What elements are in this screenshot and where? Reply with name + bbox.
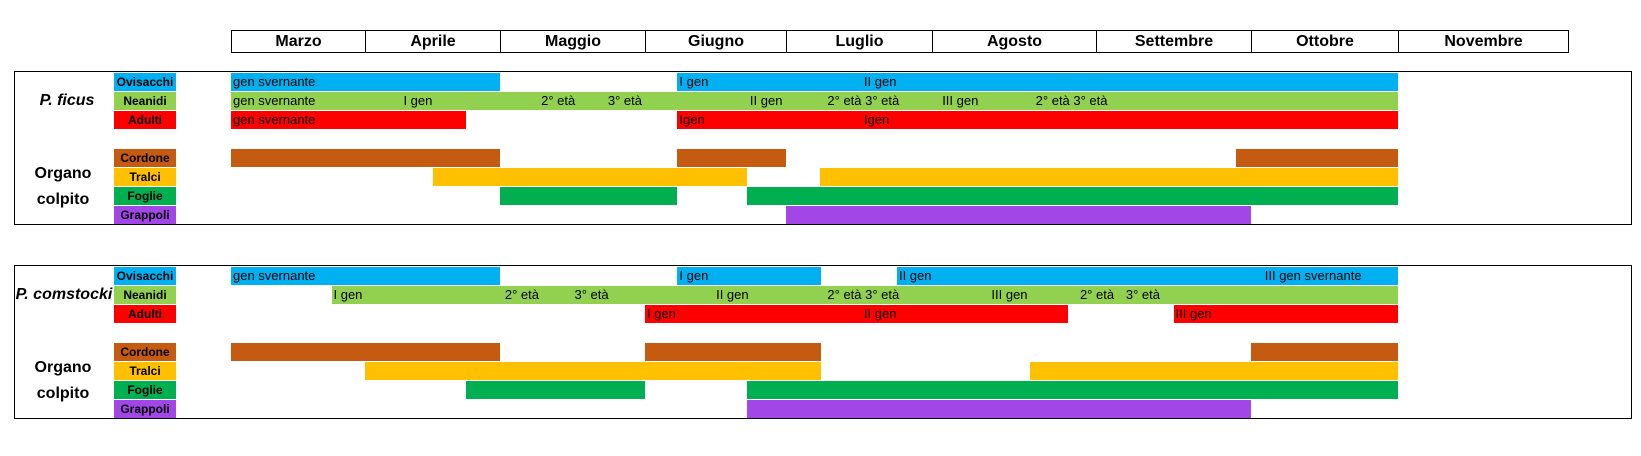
bar-label-neanidi: 3° età [607,93,642,108]
bar-label-ovisacchi: II gen [898,268,932,283]
bar-adulti [645,305,1069,323]
bar-adulti [677,111,1398,129]
row-label-cordone: Cordone [114,149,176,167]
bar-label-neanidi: I gen [403,93,433,108]
bar-label-neanidi: 2° età [504,287,540,302]
bar-label-neanidi: 3° età [574,287,609,302]
bar-label-neanidi: 2° età [541,93,576,108]
month-header-giugno: Giugno [645,30,787,53]
panel-p-comstocki [14,265,1632,419]
row-label-adulti: Adulti [114,305,176,323]
bar-label-ovisacchi: gen svernante [233,74,316,89]
bar-adulti [1173,305,1398,323]
bar-tralci [365,362,822,380]
bar-ovisacchi [677,73,1398,91]
month-header-ottobre: Ottobre [1251,30,1399,53]
organo-colpito-line: Organo [34,165,92,182]
row-label-adulti: Adulti [114,111,176,129]
organo-colpito-label: Organo colpito [18,161,108,213]
row-label-cordone: Cordone [114,343,176,361]
bar-label-adulti: Igen [679,112,705,127]
species-label: P. comstocki [15,286,113,303]
bar-label-adulti: II gen [863,306,897,321]
month-header-settembre: Settembre [1096,30,1252,53]
bar-label-ovisacchi: III gen svernante [1264,268,1362,283]
bar-tralci [432,168,747,186]
month-header-marzo: Marzo [231,30,366,53]
bar-label-neanidi: I gen [333,287,363,302]
bar-label-neanidi: 2° età 3° età [827,93,900,108]
row-label-ovisacchi: Ovisacchi [114,267,176,285]
bar-tralci [1030,362,1398,380]
organo-colpito-label: Organo colpito [18,355,108,407]
bar-adulti [231,111,467,129]
row-label-ovisacchi: Ovisacchi [114,73,176,91]
bar-ovisacchi [896,267,1398,285]
bar-label-neanidi: 2° età 3° età [1035,93,1108,108]
month-header-maggio: Maggio [500,30,646,53]
bar-cordone [645,343,822,361]
bar-foglie [466,381,645,399]
row-label-neanidi: Neanidi [114,286,176,304]
bar-cordone [677,149,786,167]
row-label-foglie: Foglie [114,187,176,205]
bar-label-neanidi: 2° età 3° età [827,287,900,302]
row-label-grappoli: Grappoli [114,400,176,418]
bar-label-neanidi: 2° età [1079,287,1115,302]
bar-foglie [746,381,1398,399]
row-label-foglie: Foglie [114,381,176,399]
bar-ovisacchi [677,267,822,285]
bar-label-neanidi: 3° età [1125,287,1161,302]
bar-cordone [1251,343,1398,361]
bar-neanidi [331,286,1398,304]
row-label-tralci: Tralci [114,362,176,380]
bar-label-neanidi: III gen [991,287,1028,302]
bar-label-neanidi: II gen [749,93,783,108]
bar-neanidi [231,92,1398,110]
panel-p-ficus [14,71,1632,225]
bar-grappoli [746,400,1251,418]
bar-cordone [231,149,500,167]
organo-colpito-line: colpito [36,191,90,208]
month-header-agosto: Agosto [932,30,1097,53]
bar-ovisacchi [231,267,500,285]
bar-label-ovisacchi: I gen [679,74,709,89]
bar-ovisacchi [231,73,500,91]
bar-label-adulti: gen svernante [233,112,316,127]
bar-tralci [819,168,1398,186]
organo-colpito-line: colpito [36,385,90,402]
organo-colpito-line: Organo [34,359,92,376]
bar-foglie [746,187,1398,205]
bar-label-adulti: Igen [863,112,890,127]
bar-cordone [1235,149,1398,167]
bar-label-ovisacchi: I gen [679,268,709,283]
month-header-novembre: Novembre [1398,30,1569,53]
bar-label-ovisacchi: II gen [863,74,897,89]
month-header-luglio: Luglio [786,30,933,53]
bar-label-adulti: III gen [1175,306,1212,321]
bar-foglie [500,187,678,205]
bar-label-ovisacchi: gen svernante [233,268,316,283]
bar-label-neanidi: III gen [942,93,979,108]
row-label-tralci: Tralci [114,168,176,186]
species-label: P. ficus [39,92,95,109]
bar-label-adulti: I gen [647,306,676,321]
bar-label-neanidi: gen svernante [233,93,316,108]
bar-cordone [231,343,500,361]
row-label-neanidi: Neanidi [114,92,176,110]
bar-label-neanidi: II gen [716,287,749,302]
row-label-grappoli: Grappoli [114,206,176,224]
month-header-aprile: Aprile [365,30,501,53]
bar-grappoli [786,206,1251,224]
